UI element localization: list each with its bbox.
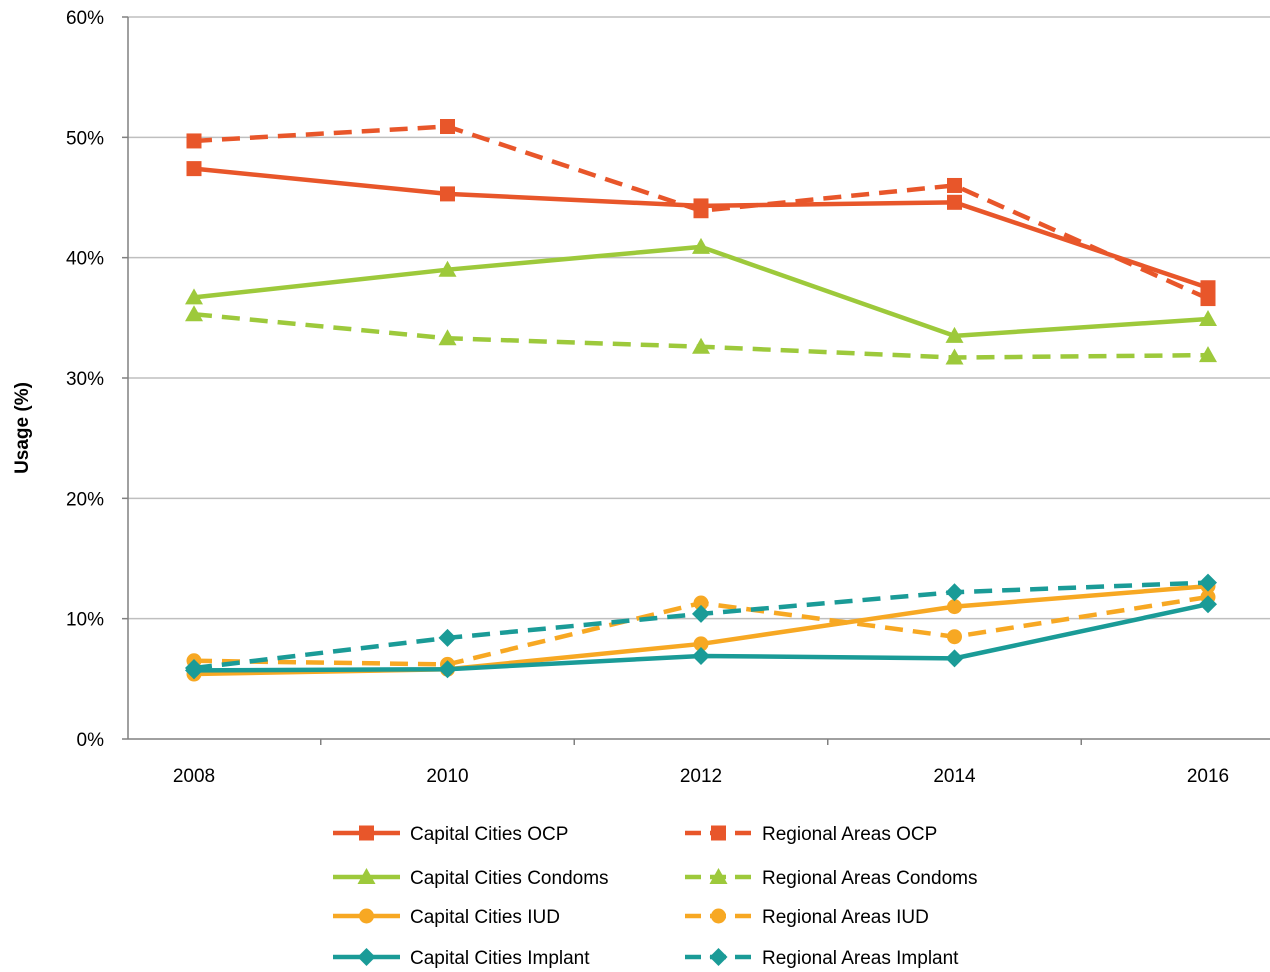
- legend-item: Capital Cities OCP: [333, 824, 568, 845]
- legend-item: Regional Areas OCP: [685, 824, 937, 845]
- data-point: [945, 649, 964, 668]
- legend-marker: [359, 825, 374, 841]
- legend-marker: [711, 908, 726, 924]
- x-tick-label: 2014: [933, 766, 976, 787]
- data-point: [947, 629, 962, 645]
- legend-item: Regional Areas Implant: [685, 948, 959, 969]
- y-tick-label: 50%: [66, 128, 104, 149]
- data-point: [185, 305, 203, 322]
- data-point: [945, 348, 964, 365]
- y-tick-label: 0%: [77, 730, 105, 751]
- data-point: [693, 203, 709, 219]
- y-tick-label: 20%: [66, 489, 104, 510]
- data-point: [185, 659, 203, 678]
- data-point: [947, 177, 962, 193]
- y-axis-title: Usage (%): [12, 382, 33, 474]
- axes: 0% 10% 20% 30% 40% 50% 60% 2008 2010 2012 2014 2016: [66, 8, 1270, 787]
- legend-label: Regional Areas Condoms: [762, 868, 977, 889]
- series-capital-cities-condoms: [185, 237, 1217, 343]
- series-lines: [185, 119, 1217, 682]
- y-tick-label: 10%: [66, 610, 104, 631]
- legend-label: Capital Cities IUD: [410, 907, 560, 928]
- data-point: [945, 583, 964, 602]
- data-point: [1199, 573, 1217, 592]
- series-capital-cities-ocp: [186, 161, 1216, 296]
- y-tick-label: 60%: [66, 8, 104, 29]
- data-point: [438, 329, 457, 346]
- legend-marker: [709, 948, 728, 966]
- data-point: [1199, 310, 1217, 327]
- x-tick-label: 2016: [1187, 766, 1229, 787]
- legend-item: Regional Areas Condoms: [685, 868, 977, 889]
- legend-marker: [357, 868, 376, 884]
- data-point: [692, 237, 710, 254]
- legend-item: Capital Cities IUD: [333, 907, 560, 928]
- data-point: [693, 595, 709, 611]
- data-point: [692, 646, 710, 665]
- x-tick-label: 2012: [680, 766, 722, 787]
- data-point: [1199, 595, 1217, 614]
- series-regional-areas-condoms: [185, 305, 1217, 365]
- data-point: [947, 599, 962, 615]
- data-point: [438, 628, 457, 647]
- series-regional-areas-implant: [185, 573, 1217, 678]
- data-point: [440, 186, 455, 202]
- data-point: [693, 636, 709, 652]
- legend-label: Capital Cities Condoms: [410, 868, 609, 889]
- legend-item: Capital Cities Implant: [333, 948, 590, 969]
- legend: Capital Cities OCP Regional Areas OCP Capi…: [333, 824, 977, 969]
- legend-label: Regional Areas IUD: [762, 907, 929, 928]
- series-capital-cities-iud: [186, 578, 1216, 682]
- data-point: [438, 260, 457, 277]
- data-point: [185, 288, 203, 305]
- data-point: [186, 161, 202, 177]
- legend-marker: [357, 948, 376, 966]
- series-line: [193, 166, 1209, 290]
- legend-label: Regional Areas Implant: [762, 948, 959, 969]
- data-point: [440, 119, 455, 135]
- y-tick-label: 30%: [66, 369, 104, 390]
- data-point: [186, 133, 202, 149]
- legend-label: Regional Areas OCP: [762, 824, 937, 845]
- legend-label: Capital Cities Implant: [410, 948, 590, 969]
- y-tick-label: 40%: [66, 249, 104, 270]
- legend-marker: [709, 868, 728, 884]
- legend-item: Capital Cities Condoms: [333, 868, 609, 889]
- series-line: [193, 244, 1209, 339]
- legend-item: Regional Areas IUD: [685, 907, 929, 928]
- data-point: [692, 337, 710, 354]
- x-tick-label: 2010: [426, 766, 468, 787]
- gridlines: [128, 16, 1270, 620]
- data-point: [692, 604, 710, 623]
- legend-marker: [711, 825, 726, 841]
- data-point: [1199, 346, 1217, 363]
- series-capital-cities-implant: [185, 595, 1217, 680]
- legend-marker: [359, 908, 374, 924]
- data-point: [947, 194, 962, 210]
- data-point: [438, 660, 457, 679]
- legend-label: Capital Cities OCP: [410, 824, 568, 845]
- data-point: [945, 326, 964, 343]
- x-tick-label: 2008: [173, 766, 215, 787]
- series-regional-areas-ocp: [186, 119, 1216, 307]
- data-point: [1200, 291, 1216, 307]
